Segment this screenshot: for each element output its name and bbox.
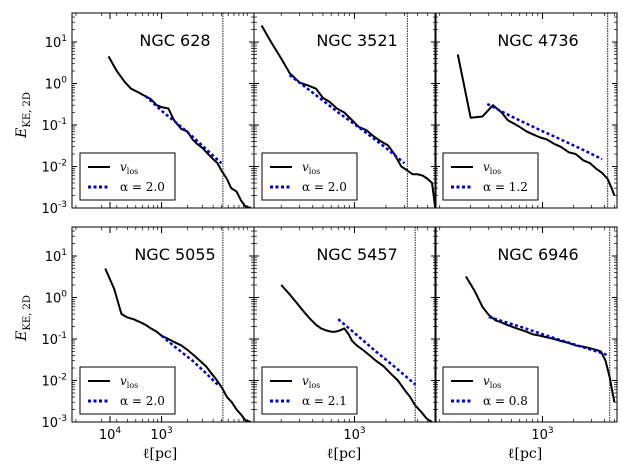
panel-2: NGC 3521 vlos α = 2.0	[253, 12, 437, 209]
power-law-fit-line	[160, 334, 219, 386]
x-tick-label: 104	[99, 426, 122, 443]
legend-label-alpha: α = 2.0	[120, 394, 165, 408]
x-tick-label: 103	[343, 426, 365, 443]
power-law-fit-line	[144, 95, 223, 165]
legend-label-vlos: vlos	[483, 160, 501, 176]
legend-label-alpha: α = 2.0	[302, 180, 347, 194]
vlos-spectrum-line	[107, 55, 252, 208]
legend: vlos α = 2.0	[261, 152, 358, 201]
panel-title: NGC 5457	[316, 245, 397, 264]
panel-title: NGC 628	[139, 31, 210, 50]
legend-label-vlos: vlos	[483, 374, 501, 390]
legend: vlos α = 2.0	[79, 366, 176, 415]
legend-box	[261, 366, 358, 415]
x-axis-label-left: ℓ[pc]	[143, 446, 177, 462]
power-law-fit-line	[337, 318, 417, 386]
legend-box	[442, 152, 539, 201]
series-group	[456, 54, 616, 196]
power-law-fit-line	[288, 74, 406, 165]
legend-label-vlos: vlos	[302, 160, 320, 176]
power-law-fit-line	[488, 315, 607, 356]
legend-box	[261, 152, 358, 201]
y-tick-label: 100	[45, 290, 68, 307]
vlos-spectrum-line	[280, 284, 433, 422]
series-group	[107, 55, 252, 208]
power-law-fit-line	[486, 102, 603, 161]
y-tick-label: 10-3	[41, 414, 67, 431]
legend-box	[442, 366, 539, 415]
panel-title: NGC 3521	[316, 31, 397, 50]
vlos-spectrum-line	[104, 268, 252, 422]
x-tick-label: 103	[531, 426, 553, 443]
panel-frame	[434, 226, 618, 423]
panel-frame	[434, 12, 618, 209]
legend: vlos α = 2.1	[261, 366, 358, 415]
panel-4: 10-3 10-2 10-1 100 101 104 103 NGC 5055 vlos α = …	[41, 226, 255, 443]
panel-title: NGC 5055	[134, 245, 215, 264]
legend-label-alpha: α = 1.2	[483, 180, 528, 194]
y-tick-label: 101	[45, 248, 67, 265]
legend-label-vlos: vlos	[120, 374, 138, 390]
legend-label-alpha: α = 0.8	[483, 394, 528, 408]
panel-6: 103 NGC 6946 vlos α = 0.8	[434, 226, 618, 443]
vlos-spectrum-line	[465, 276, 616, 403]
legend: vlos α = 2.0	[79, 152, 176, 201]
svg-text:EKE, 2D: EKE, 2D	[14, 92, 33, 139]
y-tick-label: 10-1	[41, 117, 67, 134]
panel-title: NGC 4736	[497, 31, 578, 50]
y-tick-label: 100	[45, 76, 68, 93]
y-tick-label: 10-2	[41, 159, 67, 176]
svg-text:EKE, 2D: EKE, 2D	[14, 295, 33, 342]
y-tick-label: 101	[45, 34, 67, 51]
legend-label-vlos: vlos	[302, 374, 320, 390]
legend-box	[79, 152, 176, 201]
y-tick-label: 10-1	[41, 331, 67, 348]
panel-1: 10-3 10-2 10-1 100 101 NGC 628 vlos α = 2.0	[41, 12, 255, 217]
series-group	[280, 284, 433, 422]
panel-3: NGC 4736 vlos α = 1.2	[434, 12, 618, 209]
panel-frame	[253, 12, 437, 209]
y-tick-label: 10-3	[41, 200, 67, 217]
legend: vlos α = 0.8	[442, 366, 539, 415]
y-axis-label-bottom: EKE, 2D	[14, 295, 33, 342]
legend-box	[79, 366, 176, 415]
panel-5: 103 NGC 5457 vlos α = 2.1	[253, 226, 437, 443]
panel-frame	[253, 226, 437, 423]
x-tick-label: 103	[150, 426, 172, 443]
series-group	[104, 268, 252, 422]
legend-label-vlos: vlos	[120, 160, 138, 176]
y-axis-label-top: EKE, 2D	[14, 92, 33, 139]
panel-title: NGC 6946	[497, 245, 578, 264]
legend-label-alpha: α = 2.0	[120, 180, 165, 194]
series-group	[465, 276, 616, 403]
y-tick-label: 10-2	[41, 373, 67, 390]
x-axis-label-middle: ℓ[pc]	[327, 446, 361, 462]
x-axis-label-right: ℓ[pc]	[508, 446, 542, 462]
series-group	[260, 24, 436, 208]
legend: vlos α = 1.2	[442, 152, 539, 201]
legend-label-alpha: α = 2.1	[302, 394, 347, 408]
